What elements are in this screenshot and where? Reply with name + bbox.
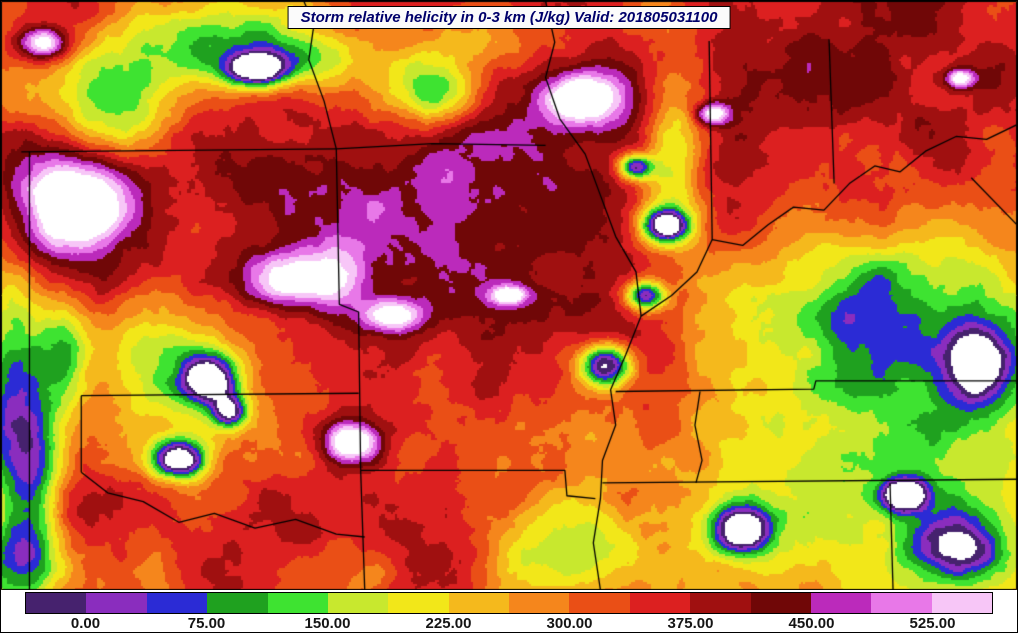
colorbar-segment [26,593,87,613]
colorbar-area: 0.00 75.00 150.00 225.00 300.00 375.00 450.00 5… [25,592,993,632]
colorbar-segment [86,593,147,613]
colorbar-segment [509,593,570,613]
helicity-map-canvas [1,1,1017,590]
colorbar-tick-label: 525.00 [909,615,956,632]
colorbar-segment [931,593,992,613]
colorbar-tick-label: 300.00 [546,615,593,632]
map-title-text: Storm relative helicity in 0-3 km (J/kg)… [300,9,718,26]
colorbar-segment [569,593,630,613]
colorbar-tick-label: 75.00 [187,615,226,632]
colorbar-tick-label: 375.00 [667,615,714,632]
colorbar-ticks: 0.00 75.00 150.00 225.00 300.00 375.00 450.00 5… [25,614,993,632]
colorbar-segment [871,593,932,613]
colorbar-segment [327,593,389,613]
colorbar-segment [750,593,811,613]
colorbar-segment [146,593,208,613]
colorbar [25,592,993,614]
colorbar-tick-label: 150.00 [304,615,351,632]
colorbar-segment [448,593,509,613]
colorbar-tick-label: 450.00 [788,615,835,632]
colorbar-segment [810,593,872,613]
colorbar-tick-label: 0.00 [70,615,101,632]
colorbar-segment [690,593,751,613]
colorbar-segment [267,593,328,613]
colorbar-segment [207,593,268,613]
colorbar-segment [388,593,449,613]
colorbar-tick-label: 225.00 [425,615,472,632]
map-title: Storm relative helicity in 0-3 km (J/kg)… [287,6,731,29]
colorbar-segment [629,593,691,613]
